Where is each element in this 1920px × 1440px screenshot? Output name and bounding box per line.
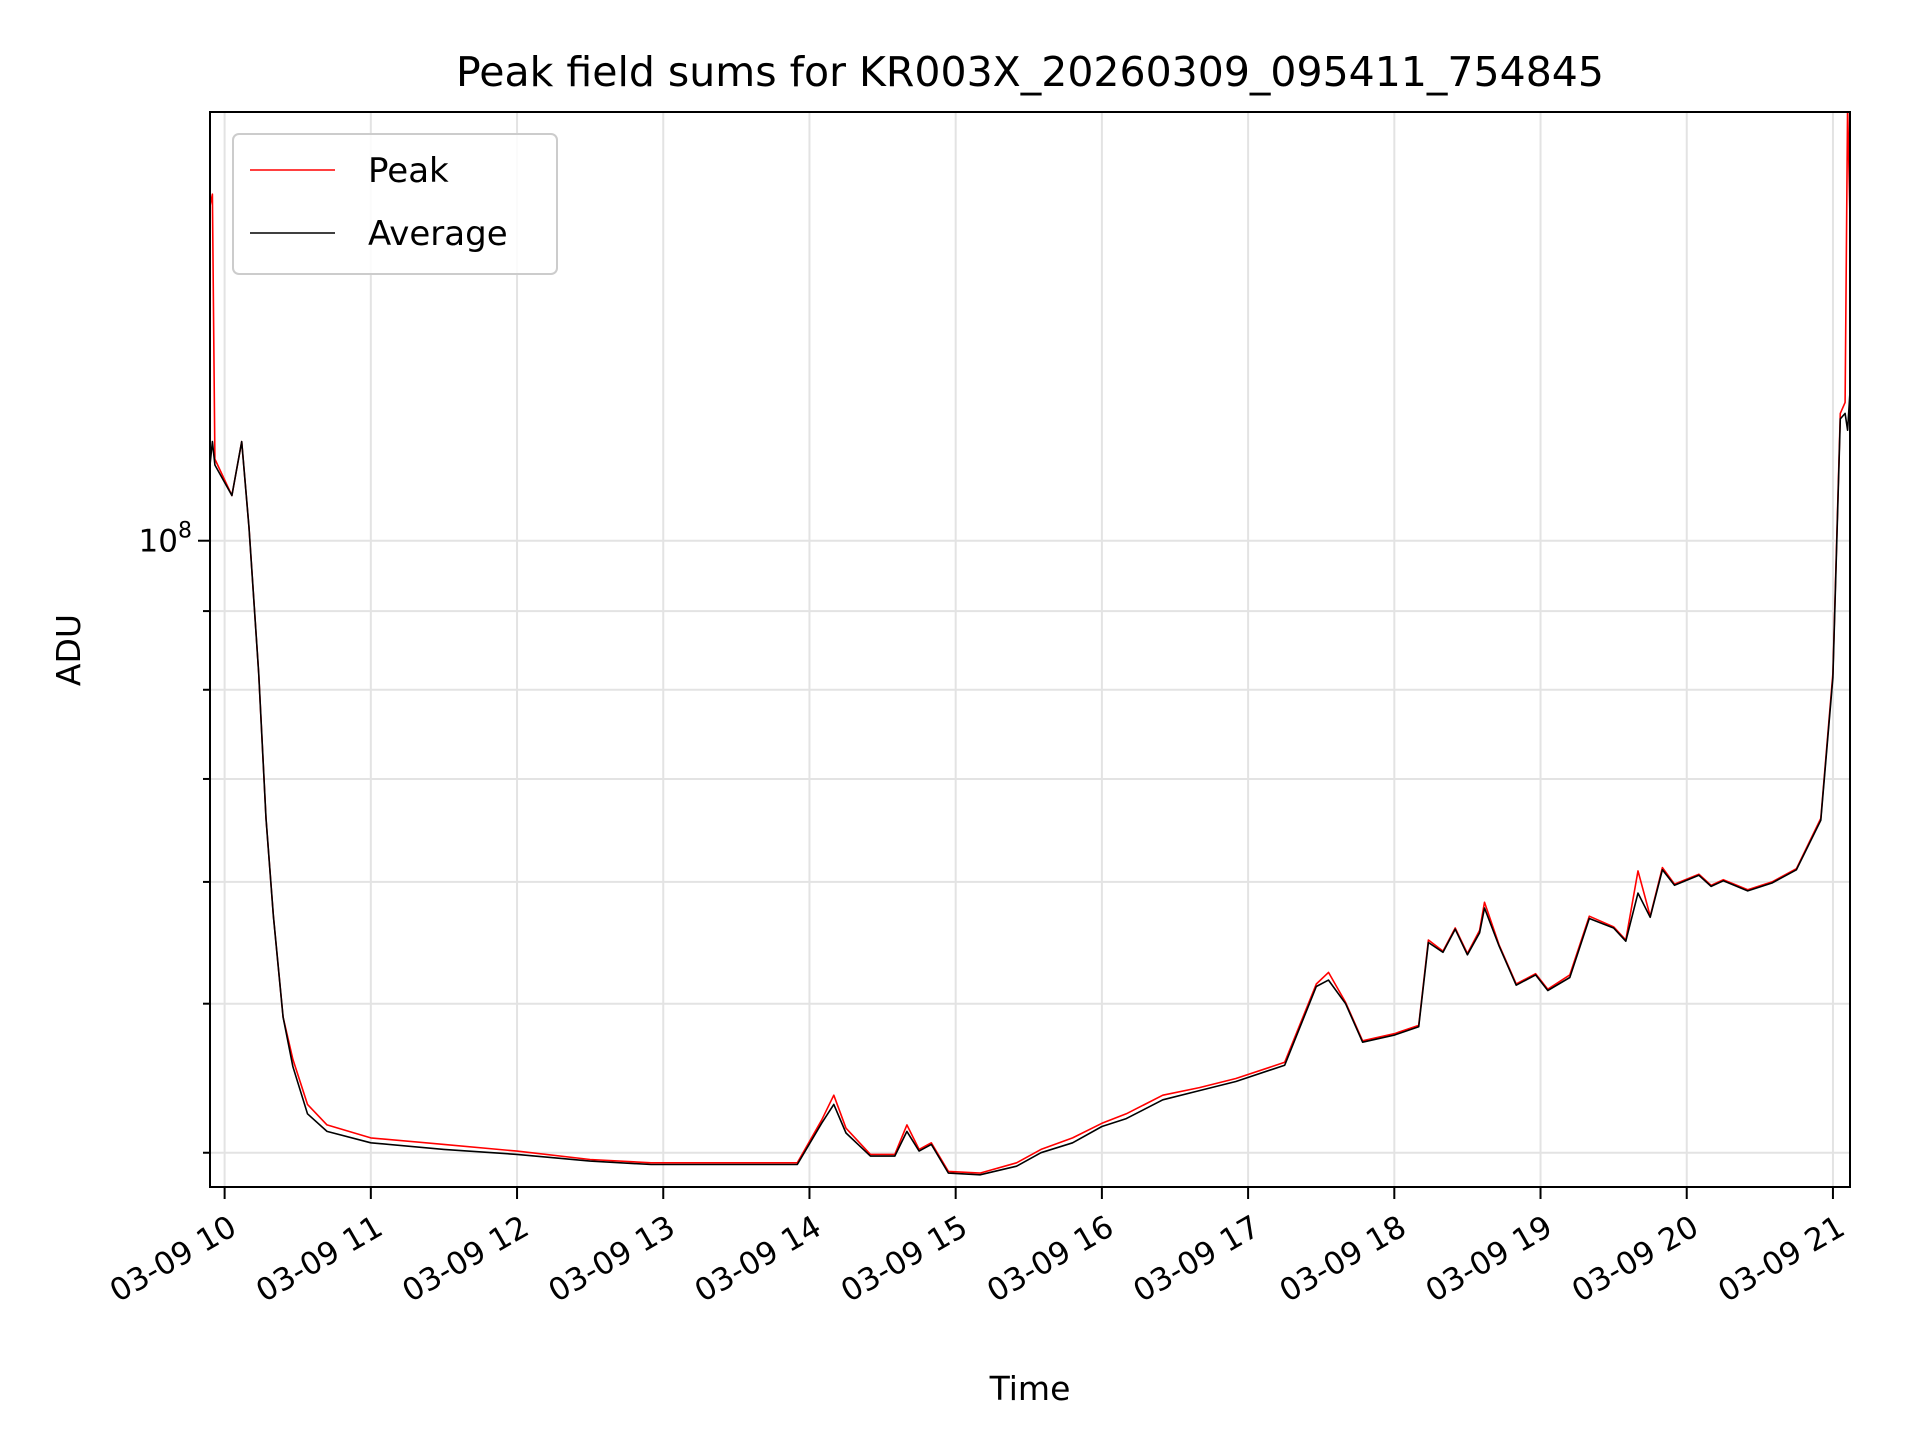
y-axis: 108 — [139, 519, 210, 1154]
series-line-average — [210, 391, 1850, 1176]
legend-peak-label: Peak — [368, 151, 449, 191]
chart-title: Peak field sums for KR003X_20260309_0954… — [456, 48, 1604, 96]
legend: Peak Average — [232, 133, 558, 275]
legend-box — [232, 133, 558, 275]
series-line-peak — [210, 112, 1850, 1174]
legend-average-label: Average — [368, 214, 508, 254]
x-axis-label: Time — [989, 1369, 1071, 1408]
y-tick-label: 108 — [139, 519, 192, 560]
y-axis-label: ADU — [49, 614, 88, 686]
plot-area — [210, 112, 1850, 1187]
plot-frame — [209, 111, 1851, 1188]
series-layer — [210, 112, 1850, 1176]
